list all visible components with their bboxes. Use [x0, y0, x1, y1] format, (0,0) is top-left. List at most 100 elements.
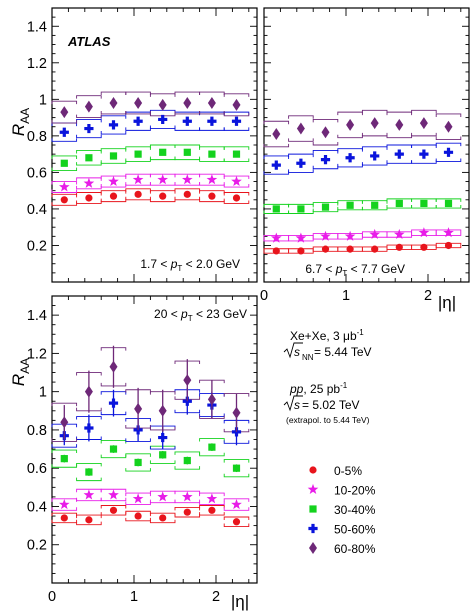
legend-entry: 60-80% [309, 542, 376, 556]
y-tick-label: 1 [39, 385, 47, 401]
y-tick-label: 0.4 [27, 499, 47, 515]
series-0-5% [60, 506, 241, 526]
x-tick-label: 2 [424, 288, 432, 304]
data-point [443, 147, 454, 157]
svg-text:= 5.02 TeV: = 5.02 TeV [302, 398, 360, 412]
data-point [181, 174, 193, 185]
atlas-label: ATLAS [67, 34, 111, 49]
data-point [108, 489, 119, 500]
data-point [321, 245, 330, 253]
data-point [108, 120, 119, 130]
x-axis-title-top-right: |η| [438, 293, 456, 312]
sys-error-box [435, 142, 462, 162]
data-point [109, 96, 118, 109]
data-point [183, 508, 191, 516]
series-50-60% [59, 114, 242, 137]
data-point [346, 245, 354, 253]
series-10-20% [270, 227, 454, 243]
data-point [85, 154, 93, 162]
data-point [320, 230, 331, 241]
data-point [232, 98, 241, 111]
legend-label: 60-80% [334, 542, 376, 556]
x-tick-label: 2 [212, 589, 220, 605]
data-point [395, 243, 403, 251]
svg-text:RAA: RAA [9, 108, 32, 136]
data-point [158, 114, 168, 125]
data-point [207, 116, 217, 126]
pp-luminosity: pp, 25 pb-1 [289, 381, 348, 396]
data-point [231, 175, 242, 187]
data-point [271, 160, 281, 170]
data-point [134, 96, 143, 109]
sys-error-box [223, 192, 250, 204]
data-point [108, 398, 119, 408]
series-30-40% [272, 199, 453, 213]
data-point [60, 159, 68, 167]
data-point [60, 455, 68, 463]
data-point [296, 122, 305, 135]
legend-marker [309, 466, 317, 474]
data-point [83, 489, 95, 500]
svg-text:s: s [294, 398, 300, 412]
data-point [208, 443, 216, 451]
data-point [134, 512, 142, 520]
data-point [232, 194, 241, 202]
series-30-40% [60, 443, 241, 476]
pt-range-label-bottom-left: 20 < pT < 23 GeV [154, 307, 247, 323]
pt-range-label-top-right: 6.7 < pT < 7.7 GeV [305, 262, 405, 278]
series-10-20% [58, 174, 242, 192]
data-point [133, 116, 143, 126]
data-point [208, 150, 216, 158]
y-tick-label: 1.4 [27, 19, 47, 35]
data-point [371, 201, 379, 209]
data-point [206, 174, 218, 185]
data-point [444, 241, 453, 250]
data-point [181, 491, 193, 502]
series-30-40% [60, 148, 241, 167]
sys-band-0-5% [51, 505, 250, 528]
data-point [295, 232, 307, 243]
data-point [444, 199, 453, 208]
legend-entry: 50-60% [308, 523, 376, 537]
data-point [419, 117, 428, 130]
legend-label: 50-60% [334, 523, 376, 537]
sys-error-box [223, 516, 250, 528]
data-point [132, 493, 144, 504]
data-point [84, 423, 94, 433]
data-point [84, 123, 94, 134]
data-point [371, 245, 379, 253]
x-tick-label: 0 [260, 288, 268, 304]
sys-error-box [223, 459, 250, 478]
data-point [183, 190, 191, 198]
sys-error-box [223, 498, 250, 511]
sys-error-box [435, 113, 462, 140]
y-axis-title-top: RAA [9, 108, 32, 136]
data-point [418, 227, 430, 238]
data-point [395, 199, 403, 208]
data-point [444, 120, 453, 133]
y-axis-title-main: R [9, 124, 28, 136]
data-point [109, 152, 118, 160]
data-point [321, 203, 330, 211]
sys-error-box [288, 153, 314, 173]
pt-range-label-top-left: 1.7 < pT < 2.0 GeV [140, 257, 240, 273]
data-point [109, 445, 118, 453]
pp-energy: s = 5.02 TeV [283, 395, 360, 412]
data-point [270, 232, 282, 243]
sys-error-box [199, 492, 225, 506]
data-point [272, 128, 281, 141]
svg-text:RAA: RAA [9, 358, 32, 386]
legend-label: 0-5% [334, 464, 362, 478]
data-point [419, 149, 429, 159]
data-point [60, 416, 69, 429]
y-tick-label: 0.6 [27, 461, 47, 477]
sys-band-30-40% [51, 144, 250, 172]
sys-error-box [199, 505, 225, 516]
data-point [296, 158, 306, 168]
sys-error-box [76, 514, 102, 526]
sys-band-0-5% [51, 188, 250, 206]
y-tick-label: 0.2 [27, 238, 47, 254]
data-point [59, 127, 69, 137]
data-point [443, 227, 454, 238]
data-point [58, 498, 70, 510]
